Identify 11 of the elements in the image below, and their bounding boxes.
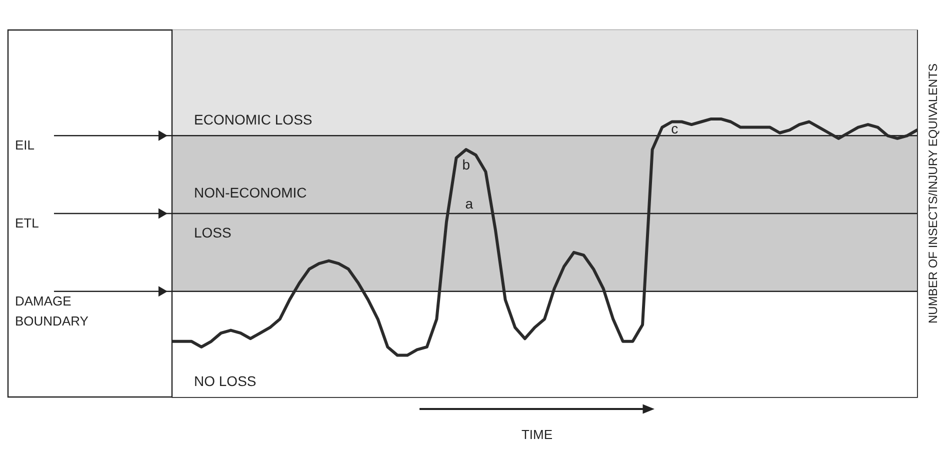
annotation: c [671, 120, 678, 136]
band-label: ECONOMIC LOSS [194, 112, 312, 128]
ref-line-label: ETL [15, 216, 39, 230]
text: NON-ECONOMIC LOSS [194, 184, 307, 240]
ref-line-label: DAMAGE BOUNDARY [15, 293, 89, 328]
ref-line-label: EIL [15, 138, 35, 153]
annotation: b [462, 156, 470, 173]
annotation: a [465, 196, 474, 212]
y-axis-title: NUMBER OF INSECTS/INJURY EQUIVALENTS [926, 63, 940, 324]
x-axis-title: TIME [521, 427, 553, 442]
band-label: NO LOSS [194, 373, 256, 389]
